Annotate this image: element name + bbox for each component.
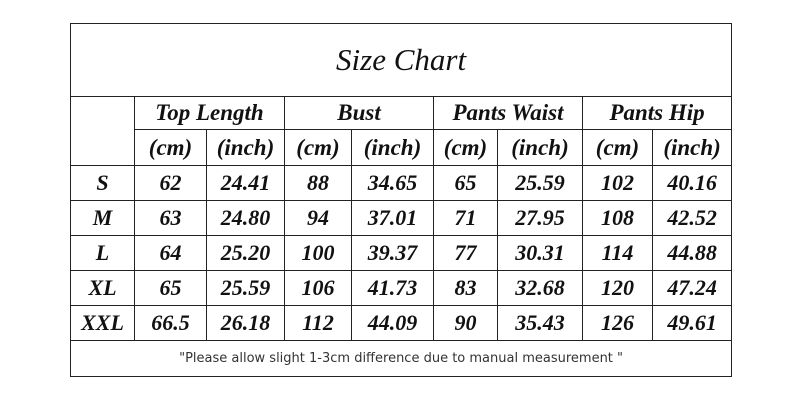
measurement: 32.68	[497, 270, 583, 306]
measurement: 65	[433, 165, 498, 201]
measurement: 27.95	[497, 200, 583, 236]
measurement: 25.59	[497, 165, 583, 201]
size-row: S 62 24.41 88 34.65 65 25.59 102 40.16	[70, 165, 733, 201]
measurement: 35.43	[497, 305, 583, 341]
title-row: Size Chart	[69, 23, 733, 97]
measurement: 90	[433, 305, 498, 341]
measurement: 26.18	[206, 305, 285, 341]
size-label: L	[70, 235, 135, 271]
size-row: L 64 25.20 100 39.37 77 30.31 114 44.88	[70, 235, 733, 271]
size-table: Size Chart Top Length Bust Pants Waist Pant…	[69, 23, 733, 377]
size-label: M	[70, 200, 135, 236]
table-body: Size Chart Top Length Bust Pants Waist Pant…	[69, 23, 733, 377]
measurement: 24.41	[206, 165, 285, 201]
measurement: 37.01	[351, 200, 434, 236]
measurement: 94	[284, 200, 352, 236]
unit-label: (inch)	[351, 129, 434, 166]
group-row: Top Length Bust Pants Waist Pants Hip	[70, 96, 733, 166]
size-label: XXL	[70, 305, 135, 341]
column-group: Top Length	[134, 96, 285, 130]
measurement: 112	[284, 305, 352, 341]
measurement: 34.65	[351, 165, 434, 201]
unit-label: (cm)	[582, 129, 653, 166]
measurement: 83	[433, 270, 498, 306]
measurement: 88	[284, 165, 352, 201]
unit-label: (inch)	[651, 129, 733, 166]
measurement: 77	[433, 235, 498, 271]
measurement: 64	[134, 235, 207, 271]
measurement: 100	[284, 235, 352, 271]
unit-label: (cm)	[433, 129, 498, 166]
measurement: 39.37	[351, 235, 434, 271]
measurement: 40.16	[651, 165, 733, 201]
unit-label: (cm)	[134, 129, 207, 166]
measurement: 49.61	[651, 305, 733, 341]
measurement: 71	[433, 200, 498, 236]
measurement: 126	[582, 305, 653, 341]
unit-label: (inch)	[497, 129, 583, 166]
note: "Please allow slight 1-3cm difference du…	[69, 340, 733, 377]
column-group: Pants Waist	[433, 96, 583, 130]
measurement: 25.59	[206, 270, 285, 306]
measurement: 62	[134, 165, 207, 201]
measurement: 66.5	[134, 305, 207, 341]
measurement: 120	[582, 270, 653, 306]
unit-label: (inch)	[206, 129, 285, 166]
measurement: 44.88	[651, 235, 733, 271]
note-row: "Please allow slight 1-3cm difference du…	[69, 340, 733, 377]
measurement: 65	[134, 270, 207, 306]
measurement: 114	[582, 235, 653, 271]
measurement: 25.20	[206, 235, 285, 271]
measurement: 44.09	[351, 305, 434, 341]
measurement: 24.80	[206, 200, 285, 236]
measurement: 63	[134, 200, 207, 236]
size-label: XL	[70, 270, 135, 306]
column-group: Pants Hip	[581, 96, 733, 130]
title: Size Chart	[69, 23, 733, 97]
measurement: 102	[582, 165, 653, 201]
unit-label: (cm)	[284, 129, 352, 166]
corner-cell	[70, 96, 135, 166]
size-row: XL 65 25.59 106 41.73 83 32.68 120 47.24	[70, 270, 733, 306]
measurement: 108	[582, 200, 653, 236]
size-row: XXL 66.5 26.18 112 44.09 90 35.43 126 49.61	[70, 305, 733, 341]
unit-row: (cm) (inch) (cm) (inch) (cm) (inch) (cm) (inch)	[71, 129, 733, 166]
measurement: 30.31	[497, 235, 583, 271]
size-row: M 63 24.80 94 37.01 71 27.95 108 42.52	[70, 200, 733, 236]
size-chart: Size Chart Top Length Bust Pants Waist Pant…	[69, 23, 733, 377]
size-label: S	[70, 165, 135, 201]
measurement: 42.52	[651, 200, 733, 236]
measurement: 41.73	[351, 270, 434, 306]
column-group: Bust	[284, 96, 434, 130]
measurement: 106	[284, 270, 352, 306]
measurement: 47.24	[651, 270, 733, 306]
